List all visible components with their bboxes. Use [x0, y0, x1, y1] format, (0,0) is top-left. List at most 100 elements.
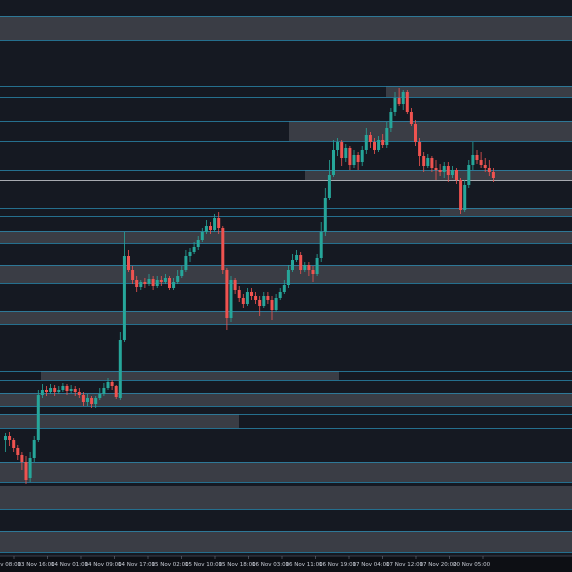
candle-9[interactable]	[40, 384, 44, 398]
candle-31[interactable]	[131, 266, 135, 284]
candle-2[interactable]	[12, 438, 16, 452]
candle-83[interactable]	[344, 144, 348, 162]
candle-70[interactable]	[291, 254, 294, 272]
candle-80[interactable]	[332, 140, 335, 177]
candle-46[interactable]	[192, 242, 196, 254]
candle-71[interactable]	[295, 250, 299, 262]
candle-91[interactable]	[377, 136, 381, 152]
candle-79[interactable]	[327, 160, 331, 200]
candle-0[interactable]	[4, 433, 7, 452]
candle-118[interactable]	[487, 160, 491, 176]
candle-82[interactable]	[340, 140, 344, 166]
candle-24[interactable]	[102, 383, 106, 396]
candle-63[interactable]	[262, 292, 266, 308]
candle-43[interactable]	[180, 266, 184, 278]
candle-29[interactable]	[122, 232, 126, 342]
candle-4[interactable]	[20, 452, 24, 470]
candle-108[interactable]	[446, 162, 450, 182]
candle-1[interactable]	[8, 432, 12, 446]
candle-104[interactable]	[430, 156, 434, 172]
candle-39[interactable]	[163, 274, 167, 284]
candle-21[interactable]	[90, 396, 94, 408]
candle-110[interactable]	[455, 168, 458, 184]
candle-67[interactable]	[278, 288, 282, 300]
candle-113[interactable]	[467, 160, 471, 188]
candle-22[interactable]	[94, 396, 98, 408]
candle-65[interactable]	[270, 296, 274, 320]
candle-45[interactable]	[188, 248, 192, 262]
candle-119[interactable]	[491, 168, 495, 182]
candle-3[interactable]	[16, 445, 20, 460]
candle-20[interactable]	[86, 394, 89, 406]
candle-107[interactable]	[442, 162, 446, 178]
candle-96[interactable]	[397, 88, 401, 106]
candle-37[interactable]	[155, 276, 159, 288]
candle-117[interactable]	[483, 158, 487, 172]
candle-116[interactable]	[479, 152, 483, 168]
candle-76[interactable]	[315, 254, 319, 276]
candle-40[interactable]	[168, 276, 171, 290]
candle-99[interactable]	[409, 108, 413, 126]
candle-57[interactable]	[237, 286, 241, 302]
candle-114[interactable]	[471, 142, 475, 170]
candle-58[interactable]	[241, 294, 245, 308]
candle-89[interactable]	[368, 132, 372, 148]
candle-106[interactable]	[438, 164, 442, 176]
candle-81[interactable]	[336, 138, 340, 156]
candle-11[interactable]	[49, 384, 53, 394]
candle-38[interactable]	[159, 276, 163, 286]
candle-59[interactable]	[245, 288, 249, 306]
candle-53[interactable]	[221, 226, 225, 274]
candle-35[interactable]	[147, 274, 151, 286]
candle-87[interactable]	[360, 146, 364, 166]
candle-66[interactable]	[274, 294, 278, 312]
candle-90[interactable]	[373, 138, 376, 154]
candle-19[interactable]	[81, 392, 85, 406]
candle-36[interactable]	[151, 276, 155, 290]
candle-74[interactable]	[307, 262, 311, 276]
candle-88[interactable]	[364, 128, 368, 154]
candle-77[interactable]	[319, 222, 323, 262]
candle-7[interactable]	[32, 436, 36, 462]
candle-48[interactable]	[200, 228, 204, 242]
candle-98[interactable]	[405, 90, 409, 114]
candle-30[interactable]	[127, 250, 130, 272]
candle-94[interactable]	[389, 108, 393, 132]
candle-60[interactable]	[250, 288, 253, 300]
candle-64[interactable]	[266, 292, 270, 304]
candle-10[interactable]	[45, 386, 48, 396]
candle-50[interactable]	[209, 222, 212, 234]
candle-102[interactable]	[422, 152, 426, 172]
candle-16[interactable]	[69, 385, 73, 393]
candle-75[interactable]	[311, 266, 315, 282]
candle-33[interactable]	[139, 280, 143, 290]
candle-101[interactable]	[418, 138, 422, 166]
candle-51[interactable]	[213, 214, 217, 232]
candle-15[interactable]	[65, 384, 69, 395]
candle-28[interactable]	[118, 332, 122, 400]
candle-27[interactable]	[114, 385, 118, 399]
candle-115[interactable]	[475, 150, 479, 164]
candle-26[interactable]	[110, 380, 114, 390]
candle-14[interactable]	[61, 383, 65, 392]
candle-86[interactable]	[356, 152, 360, 170]
candle-13[interactable]	[57, 386, 61, 394]
candle-25[interactable]	[106, 378, 110, 390]
candle-68[interactable]	[282, 280, 286, 294]
candle-85[interactable]	[352, 150, 356, 168]
candle-49[interactable]	[204, 220, 208, 234]
candle-52[interactable]	[217, 212, 221, 234]
candle-111[interactable]	[459, 178, 463, 214]
candle-12[interactable]	[53, 385, 57, 396]
candle-112[interactable]	[463, 180, 467, 212]
candle-95[interactable]	[393, 92, 397, 116]
candle-92[interactable]	[381, 134, 385, 148]
candle-109[interactable]	[450, 166, 454, 178]
candle-69[interactable]	[286, 265, 290, 288]
candle-73[interactable]	[303, 262, 307, 272]
candle-42[interactable]	[176, 270, 180, 284]
candle-32[interactable]	[135, 276, 139, 292]
candle-105[interactable]	[434, 160, 438, 180]
candle-5[interactable]	[24, 456, 28, 484]
